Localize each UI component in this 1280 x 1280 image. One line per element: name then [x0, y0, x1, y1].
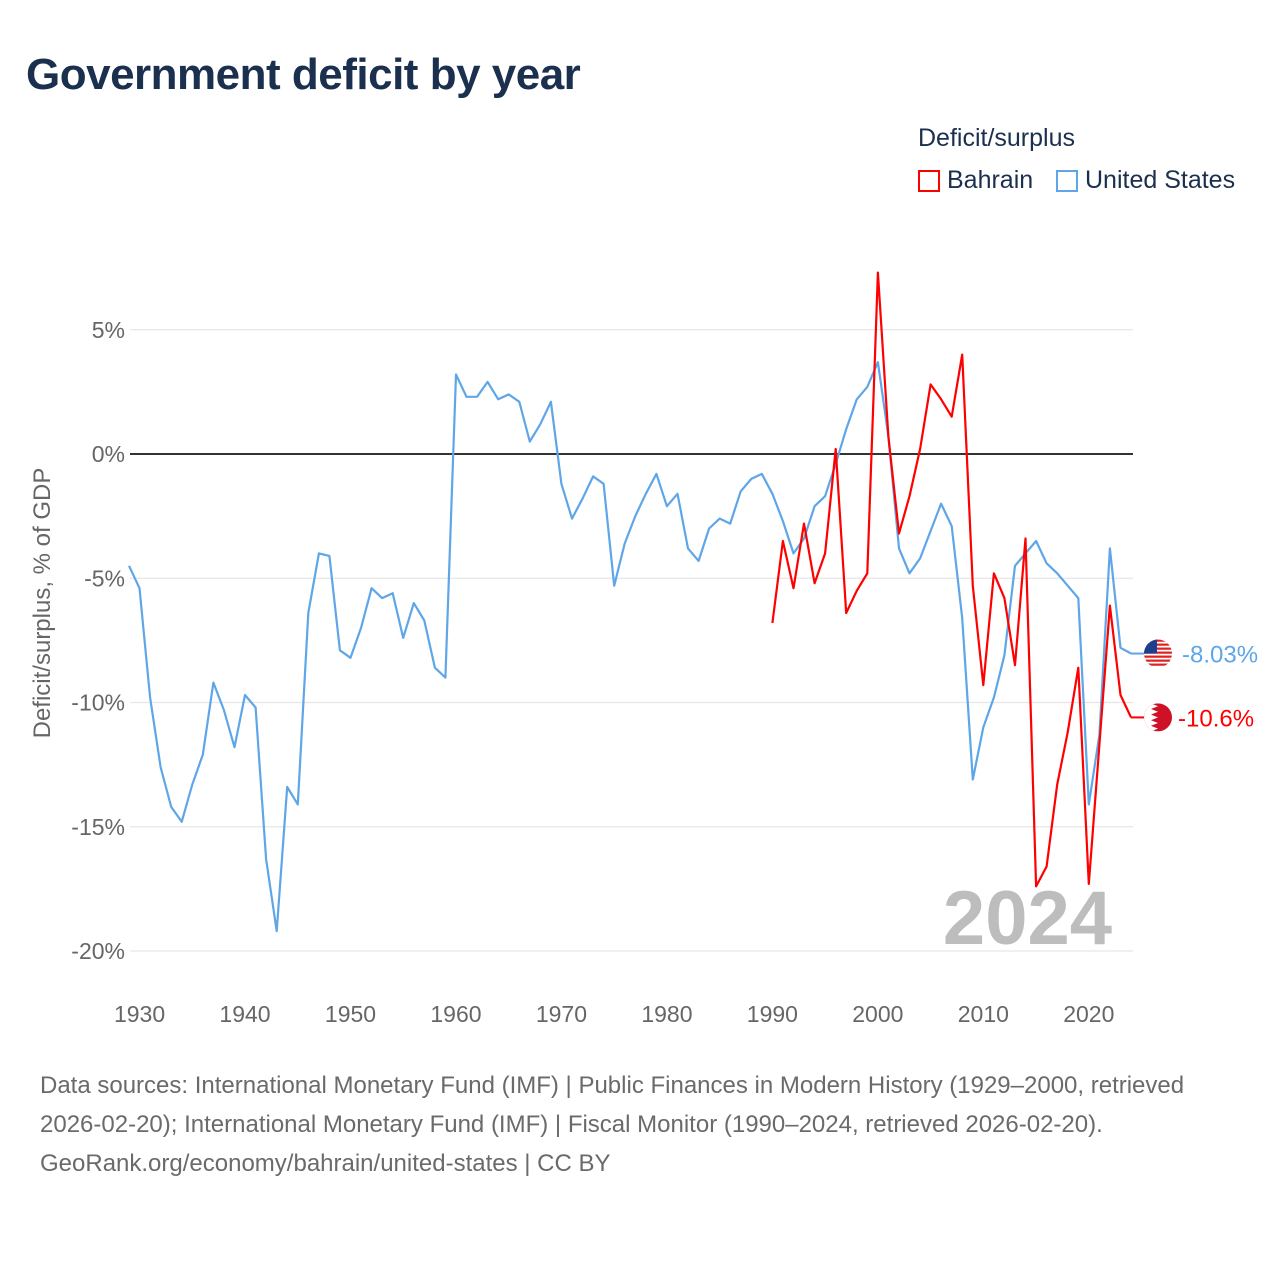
chart-title: Government deficit by year — [26, 50, 581, 99]
legend-item-bahrain[interactable]: Bahrain — [918, 166, 1033, 195]
y-tick-label: -15% — [71, 814, 125, 840]
series-line-united-states — [128, 361, 1132, 933]
legend-label-bahrain: Bahrain — [947, 166, 1034, 194]
flag-canton — [1144, 639, 1157, 654]
x-tick-label: 1990 — [747, 1001, 798, 1027]
year-watermark: 2024 — [943, 876, 1112, 961]
x-tick-label: 1940 — [219, 1001, 270, 1027]
credit-link[interactable]: GeoRank.org/economy/bahrain/united-state… — [40, 1150, 611, 1177]
y-tick-label: -5% — [84, 565, 125, 591]
x-tick-label: 1950 — [325, 1001, 376, 1027]
legend-title: Deficit/surplus — [918, 124, 1075, 152]
y-tick-label: 0% — [92, 441, 125, 467]
bahrain-flag-body — [1144, 703, 1172, 732]
y-axis-label: Deficit/surplus, % of GDP — [29, 468, 56, 739]
data-sources: Data sources: International Monetary Fun… — [40, 1072, 1185, 1138]
flag-stripe — [1144, 639, 1172, 642]
legend-item-united-states[interactable]: United States — [1056, 166, 1235, 195]
legend-label-united-states: United States — [1085, 166, 1236, 194]
flag-stripe — [1144, 643, 1172, 646]
flag-stripe — [1144, 659, 1172, 662]
y-tick-label: 5% — [92, 317, 125, 343]
x-tick-label: 2020 — [1063, 1001, 1114, 1027]
us-end-value: -8.03% — [1182, 642, 1258, 669]
y-tick-label: -20% — [71, 938, 125, 964]
flag-stripe — [1144, 651, 1172, 654]
x-tick-label: 1980 — [641, 1001, 692, 1027]
bahrain-end-value: -10.6% — [1178, 705, 1254, 732]
x-tick-label: 1930 — [114, 1001, 165, 1027]
flag-stripe — [1144, 663, 1172, 666]
bahrain-flag-icon — [1144, 703, 1172, 732]
x-tick-label: 2000 — [852, 1001, 903, 1027]
us-flag-body — [1144, 639, 1172, 668]
line-chart: 5% 0% -5% -10% -15% -20% 1930 1940 1950 1960 1970 1… — [29, 271, 1258, 1027]
flag-white — [1144, 703, 1158, 732]
y-tick-label: -10% — [71, 690, 125, 716]
legend-swatch-bahrain — [918, 169, 940, 192]
flag-stripe — [1144, 655, 1172, 658]
legend-swatch-united-states — [1056, 169, 1078, 192]
flag-stripe — [1144, 647, 1172, 650]
x-tick-label: 1970 — [536, 1001, 587, 1027]
us-flag-icon — [1144, 639, 1172, 668]
x-tick-label: 1960 — [430, 1001, 481, 1027]
footer: Data sources: International Monetary Fun… — [40, 1066, 1240, 1183]
x-tick-label: 2010 — [958, 1001, 1009, 1027]
series-line-bahrain — [771, 271, 1132, 888]
